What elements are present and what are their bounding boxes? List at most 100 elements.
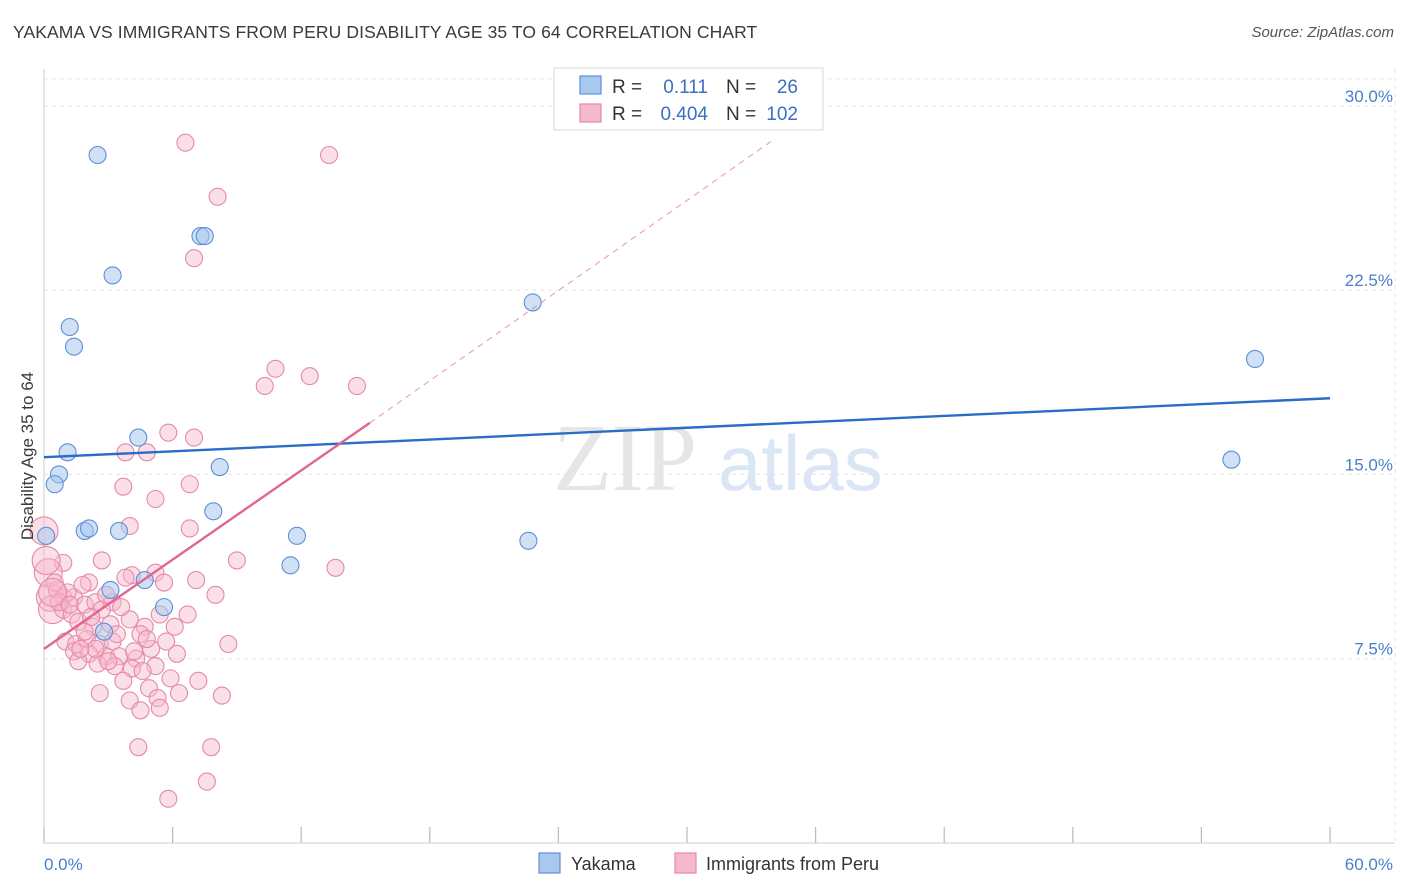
yakama-point-20 xyxy=(154,598,174,617)
trend-lines xyxy=(43,139,1331,650)
x-tick-marks xyxy=(43,827,1331,843)
peru-point-78 xyxy=(202,738,221,757)
yakama-point-14 xyxy=(109,521,129,540)
yakama-point-3 xyxy=(103,266,122,285)
legend-r-label-yakama: R = xyxy=(612,77,642,98)
peru-point-99 xyxy=(124,642,144,661)
peru-point-101 xyxy=(31,545,61,575)
peru-point-91 xyxy=(133,661,152,681)
y-tick-label-0: 7.5% xyxy=(1354,640,1393,659)
peru-point-3 xyxy=(184,249,204,268)
legend-n-value-yakama: 26 xyxy=(777,77,798,98)
peru-point-53 xyxy=(219,634,238,654)
peru-point-68 xyxy=(114,671,133,690)
peru-point-9 xyxy=(184,428,204,447)
peru-point-46 xyxy=(165,617,184,636)
bottom-legend-swatch-yakama xyxy=(538,852,561,874)
yakama-point-10 xyxy=(210,458,229,477)
peru-trend-line xyxy=(43,421,371,650)
peru-point-24 xyxy=(187,571,206,590)
legend-n-label-yakama: N = xyxy=(726,77,756,98)
legend-swatch-peru xyxy=(579,103,602,123)
yakama-point-6 xyxy=(58,443,77,462)
peru-point-92 xyxy=(75,622,94,641)
peru-point-44 xyxy=(120,610,139,629)
peru-point-94 xyxy=(157,632,176,651)
peru-point-7 xyxy=(347,376,366,396)
bottom-legend: Yakama Immigrants from Peru xyxy=(538,852,879,874)
watermark-zip: ZIP xyxy=(553,404,697,511)
peru-point-93 xyxy=(178,605,197,624)
yakama-point-0 xyxy=(88,145,107,165)
peru-trend-extension xyxy=(369,139,774,424)
yakama-points xyxy=(37,145,1265,641)
peru-point-60 xyxy=(167,644,186,663)
yakama-point-18 xyxy=(101,580,120,599)
peru-point-5 xyxy=(300,367,319,386)
peru-point-17 xyxy=(180,519,199,538)
peru-point-25 xyxy=(227,551,246,570)
legend-r-label-peru: R = xyxy=(612,104,642,125)
peru-point-26 xyxy=(326,558,345,577)
yakama-point-2 xyxy=(195,227,214,246)
legend-r-value-yakama: 0.111 xyxy=(663,77,708,98)
y-axis-label: Disability Age 35 to 64 xyxy=(18,372,37,540)
peru-point-36 xyxy=(38,595,68,625)
y-tick-label-1: 15.0% xyxy=(1345,455,1393,474)
yakama-point-24 xyxy=(1245,349,1265,368)
y-tick-label-2: 22.5% xyxy=(1345,271,1393,290)
y-tick-label-3: 30.0% xyxy=(1345,87,1393,106)
peru-point-12 xyxy=(114,477,133,496)
yakama-point-8 xyxy=(45,475,64,494)
peru-point-77 xyxy=(129,738,148,757)
legend-n-value-peru: 102 xyxy=(766,104,798,125)
peru-point-89 xyxy=(86,639,105,658)
yakama-point-25 xyxy=(1222,450,1241,469)
legend-r-value-peru: 0.404 xyxy=(660,104,708,125)
peru-point-84 xyxy=(73,575,92,595)
peru-point-96 xyxy=(60,595,79,614)
yakama-point-15 xyxy=(287,526,306,545)
peru-point-23 xyxy=(154,573,174,592)
peru-point-87 xyxy=(112,598,131,617)
x-tick-label-0: 0.0% xyxy=(44,855,83,874)
source-credit: Source: ZipAtlas.com xyxy=(1251,24,1394,41)
legend-n-label-peru: N = xyxy=(726,104,756,125)
peru-point-6 xyxy=(255,376,274,396)
peru-point-76 xyxy=(150,698,169,717)
bottom-legend-label-yakama: Yakama xyxy=(571,854,637,874)
peru-point-74 xyxy=(212,686,231,705)
peru-point-66 xyxy=(161,669,180,688)
yakama-trend-line xyxy=(43,397,1331,459)
peru-point-67 xyxy=(189,671,208,690)
peru-point-73 xyxy=(169,684,189,703)
bottom-legend-swatch-peru xyxy=(674,852,697,874)
peru-point-8 xyxy=(159,423,178,442)
peru-point-35 xyxy=(116,568,135,587)
peru-point-4 xyxy=(266,359,285,378)
legend-swatch-yakama xyxy=(579,75,602,95)
peru-point-100 xyxy=(71,639,90,658)
axes xyxy=(43,69,1395,844)
peru-point-27 xyxy=(206,585,225,604)
peru-point-95 xyxy=(38,577,68,607)
yakama-point-16 xyxy=(281,556,300,575)
yakama-point-17 xyxy=(37,526,56,545)
peru-point-80 xyxy=(159,789,178,808)
yakama-point-22 xyxy=(519,531,538,550)
peru-point-14 xyxy=(146,489,165,509)
peru-point-75 xyxy=(131,701,150,720)
x-tick-labels: 0.0% 60.0% xyxy=(44,855,1393,874)
peru-point-70 xyxy=(90,684,109,703)
yakama-point-4 xyxy=(60,317,79,337)
x-tick-label-1: 60.0% xyxy=(1345,855,1393,874)
peru-point-2 xyxy=(208,187,227,206)
y-tick-labels: 7.5% 15.0% 22.5% 30.0% xyxy=(1345,87,1393,659)
peru-point-79 xyxy=(197,772,216,791)
yakama-point-21 xyxy=(94,622,114,641)
bottom-legend-label-peru: Immigrants from Peru xyxy=(706,854,879,874)
peru-point-13 xyxy=(180,475,199,494)
peru-point-90 xyxy=(99,652,118,671)
yakama-point-11 xyxy=(204,502,223,521)
